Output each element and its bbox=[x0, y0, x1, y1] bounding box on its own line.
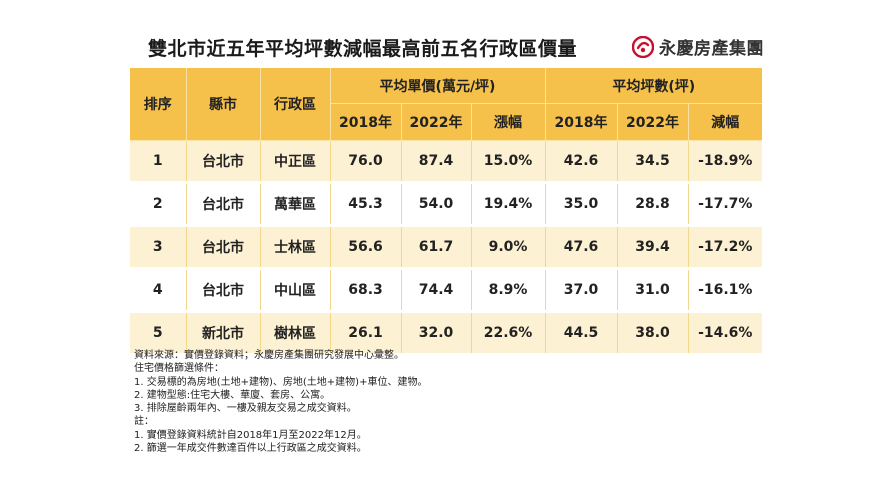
note-criteria-title: 住宅價格篩選條件： bbox=[134, 363, 224, 375]
cell-area-2022: 38.0 bbox=[617, 311, 689, 356]
cell-rank: 5 bbox=[130, 311, 187, 356]
cell-county: 台北市 bbox=[186, 182, 261, 227]
cell-price-2018: 26.1 bbox=[330, 311, 402, 356]
brand-name: 永慶房產集團 bbox=[659, 39, 764, 59]
cell-price-2018: 45.3 bbox=[330, 182, 402, 227]
cell-area-2022: 31.0 bbox=[617, 268, 689, 313]
cell-area-2018: 42.6 bbox=[545, 140, 618, 184]
cell-county: 台北市 bbox=[186, 268, 261, 313]
cell-area-change: -17.7% bbox=[688, 182, 763, 227]
table-row: 5 新北市 樹林區 26.1 32.0 22.6% 44.5 38.0 -14.… bbox=[130, 311, 763, 356]
cell-area-2018: 37.0 bbox=[545, 268, 618, 313]
cell-area-2022: 34.5 bbox=[617, 140, 689, 184]
cell-price-2022: 87.4 bbox=[401, 140, 472, 184]
data-table: 排序 縣市 行政區 平均單價(萬元/坪) 平均坪數(坪) 2018年 2022年… bbox=[130, 68, 763, 356]
cell-price-2022: 74.4 bbox=[401, 268, 472, 313]
cell-area-change: -17.2% bbox=[688, 225, 763, 270]
footnotes: 資料來源：實價登錄資料；永慶房產集團研究發展中心彙整。 住宅價格篩選條件： 1.… bbox=[134, 349, 427, 455]
yungching-logo-icon bbox=[632, 35, 654, 58]
cell-area-change: -14.6% bbox=[688, 311, 763, 356]
cell-price-change: 8.9% bbox=[471, 268, 546, 313]
cell-area-change: -18.9% bbox=[688, 140, 763, 184]
note-criteria-3: 3. 排除屋齡兩年內、一樓及親友交易之成交資料。 bbox=[134, 403, 357, 415]
cell-area-2018: 47.6 bbox=[545, 225, 618, 270]
cell-district: 中正區 bbox=[260, 140, 331, 184]
note-source: 資料來源：實價登錄資料；永慶房產集團研究發展中心彙整。 bbox=[134, 350, 404, 361]
note-remark-title: 註： bbox=[134, 416, 154, 428]
note-criteria-1: 1. 交易標的為房地(土地+建物)、房地(土地+建物)+車位、建物。 bbox=[134, 376, 428, 388]
header-area-group: 平均坪數(坪) bbox=[545, 68, 763, 104]
cell-area-change: -16.1% bbox=[688, 268, 763, 313]
cell-area-2018: 44.5 bbox=[545, 311, 618, 356]
cell-price-change: 9.0% bbox=[471, 225, 546, 270]
cell-price-2018: 76.0 bbox=[330, 140, 402, 184]
brand-logo: 永慶房產集團 bbox=[632, 34, 764, 59]
header-area-2018: 2018年 bbox=[545, 103, 618, 141]
table-row: 1 台北市 中正區 76.0 87.4 15.0% 42.6 34.5 -18.… bbox=[130, 140, 763, 184]
cell-price-2022: 61.7 bbox=[401, 225, 472, 270]
header-price-2018: 2018年 bbox=[330, 103, 402, 141]
cell-area-2022: 28.8 bbox=[617, 182, 689, 227]
cell-district: 萬華區 bbox=[260, 182, 331, 227]
cell-rank: 3 bbox=[130, 225, 187, 270]
cell-county: 台北市 bbox=[186, 225, 261, 270]
cell-price-2018: 68.3 bbox=[330, 268, 402, 313]
note-remark-1: 1. 實價登錄資料統計自2018年1月至2022年12月。 bbox=[134, 429, 367, 441]
header-district: 行政區 bbox=[260, 68, 331, 141]
cell-district: 中山區 bbox=[260, 268, 331, 313]
header-price-change: 漲幅 bbox=[471, 103, 546, 141]
table-row: 2 台北市 萬華區 45.3 54.0 19.4% 35.0 28.8 -17.… bbox=[130, 182, 763, 227]
table-row: 3 台北市 士林區 56.6 61.7 9.0% 47.6 39.4 -17.2… bbox=[130, 225, 763, 270]
cell-price-2022: 54.0 bbox=[401, 182, 472, 227]
note-remark-2: 2. 篩選一年成交件數達百件以上行政區之成交資料。 bbox=[134, 443, 367, 455]
cell-rank: 4 bbox=[130, 268, 187, 313]
header-price-group: 平均單價(萬元/坪) bbox=[330, 68, 546, 104]
cell-price-change: 15.0% bbox=[471, 140, 546, 184]
table-row: 4 台北市 中山區 68.3 74.4 8.9% 37.0 31.0 -16.1… bbox=[130, 268, 763, 313]
header-county: 縣市 bbox=[186, 68, 261, 141]
note-criteria-2: 2. 建物型態:住宅大樓、華廈、套房、公寓。 bbox=[134, 389, 331, 401]
cell-price-change: 22.6% bbox=[471, 311, 546, 356]
cell-area-2018: 35.0 bbox=[545, 182, 618, 227]
cell-price-2022: 32.0 bbox=[401, 311, 472, 356]
cell-area-2022: 39.4 bbox=[617, 225, 689, 270]
cell-county: 新北市 bbox=[186, 311, 261, 356]
cell-rank: 1 bbox=[130, 140, 187, 184]
header-price-2022: 2022年 bbox=[401, 103, 472, 141]
header-area-change: 減幅 bbox=[688, 103, 763, 141]
cell-district: 樹林區 bbox=[260, 311, 331, 356]
cell-price-change: 19.4% bbox=[471, 182, 546, 227]
cell-district: 士林區 bbox=[260, 225, 331, 270]
page-title: 雙北市近五年平均坪數減幅最高前五名行政區價量 bbox=[148, 38, 578, 60]
cell-price-2018: 56.6 bbox=[330, 225, 402, 270]
header-rank: 排序 bbox=[130, 68, 187, 141]
cell-rank: 2 bbox=[130, 182, 187, 227]
cell-county: 台北市 bbox=[186, 140, 261, 184]
header-area-2022: 2022年 bbox=[617, 103, 689, 141]
